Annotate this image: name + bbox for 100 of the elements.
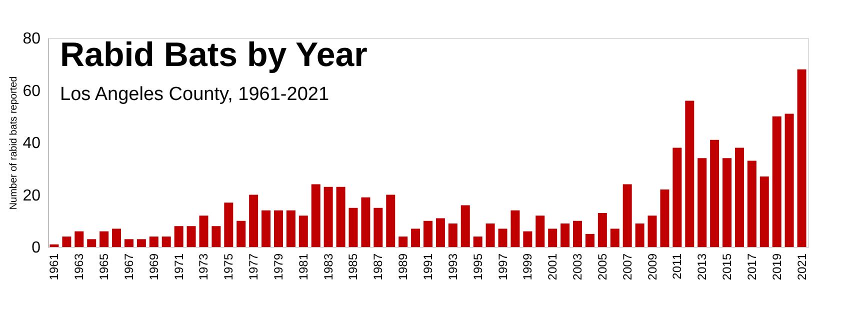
chart-title: Rabid Bats by Year	[60, 36, 368, 74]
x-tick-label: 1961	[47, 253, 62, 280]
y-tick-label: 20	[22, 187, 41, 204]
bar	[249, 194, 258, 247]
x-tick-label: 1971	[172, 253, 186, 280]
x-tick-label: 2009	[645, 253, 660, 280]
bar	[797, 69, 806, 247]
y-tick-label: 60	[22, 82, 41, 100]
bar	[136, 239, 146, 247]
bar	[286, 210, 296, 247]
bar	[62, 236, 72, 247]
x-tick-label: 1975	[222, 253, 236, 280]
y-tick-label: 40	[22, 135, 41, 152]
bar	[473, 236, 482, 247]
bar	[672, 148, 682, 247]
x-tick-label: 1985	[346, 253, 360, 280]
x-tick-label: 2011	[670, 253, 684, 280]
bar	[760, 176, 769, 247]
x-tick-label: 2005	[595, 253, 610, 280]
x-tick-label: 1977	[246, 253, 261, 280]
bar	[262, 210, 271, 247]
y-tick-label: 80	[22, 30, 41, 48]
x-tick-label: 1983	[321, 253, 336, 280]
bar	[498, 228, 508, 247]
bar	[298, 216, 308, 247]
bar	[236, 220, 246, 247]
bar	[348, 208, 358, 247]
bar	[411, 228, 420, 247]
bar	[698, 158, 707, 247]
bar	[610, 228, 620, 247]
bar	[336, 186, 346, 247]
x-tick-label: 1969	[146, 253, 161, 280]
x-tick-label: 1995	[470, 253, 485, 280]
x-tick-label: 1967	[122, 253, 136, 280]
bar	[374, 208, 383, 247]
bar	[536, 216, 545, 247]
bar	[112, 228, 122, 247]
bar	[573, 220, 582, 247]
bar	[710, 140, 720, 247]
x-tick-label: 1993	[446, 253, 460, 280]
x-tick-label: 1963	[72, 253, 86, 280]
bar	[212, 226, 221, 247]
y-axis-title: Number of rabid bats reported	[8, 76, 20, 210]
bar	[424, 220, 432, 247]
x-tick-label: 1981	[296, 253, 310, 280]
x-tick-label: 2001	[546, 253, 560, 280]
x-tick-label: 1965	[97, 253, 112, 280]
bar	[311, 184, 320, 247]
x-tick-label: 1999	[520, 253, 535, 280]
bar	[747, 160, 756, 247]
bar	[648, 216, 657, 247]
bar	[100, 231, 109, 247]
bar	[74, 231, 84, 247]
x-tick-label: 2017	[744, 253, 759, 280]
bar	[510, 210, 520, 247]
bar	[772, 116, 782, 247]
bar	[386, 194, 396, 247]
bar	[87, 239, 96, 247]
x-tick-label: 1987	[371, 253, 386, 280]
y-tick-label: 0	[32, 240, 41, 256]
bar	[224, 202, 234, 247]
bar	[50, 244, 59, 247]
bar	[174, 226, 184, 247]
x-tick-label: 1991	[421, 253, 435, 280]
bar	[722, 158, 732, 247]
x-tick-label: 2013	[695, 253, 710, 280]
x-tick-label: 1997	[496, 253, 510, 280]
bar	[548, 228, 558, 247]
bar	[361, 197, 370, 247]
bar	[448, 223, 458, 247]
x-tick-label: 2015	[720, 253, 734, 280]
bar	[685, 100, 694, 247]
bar	[149, 236, 158, 247]
x-tick-label: 2021	[794, 253, 809, 280]
bar	[398, 236, 408, 247]
x-tick-label: 2003	[570, 253, 585, 280]
x-tick-label: 2007	[620, 253, 634, 280]
bar	[560, 223, 570, 247]
bar	[186, 226, 196, 247]
bar	[598, 213, 607, 247]
bar	[734, 148, 744, 247]
bar	[274, 210, 283, 247]
x-tick-label: 1973	[196, 253, 211, 280]
bar	[622, 184, 632, 247]
bar	[523, 231, 532, 247]
bar	[199, 216, 208, 247]
bar	[460, 205, 470, 247]
x-tick-label: 1979	[271, 253, 286, 280]
bar	[324, 186, 333, 247]
bar	[162, 236, 171, 247]
bar	[660, 190, 670, 247]
x-tick-label: 2019	[770, 253, 784, 280]
x-tick-label: 1989	[396, 253, 410, 280]
bar	[486, 223, 495, 247]
bar	[124, 239, 134, 247]
bar	[784, 114, 794, 247]
bar	[436, 218, 445, 247]
text: Los Angeles County, 1961-2021	[60, 84, 330, 105]
bar	[635, 223, 644, 247]
bar	[585, 234, 594, 247]
